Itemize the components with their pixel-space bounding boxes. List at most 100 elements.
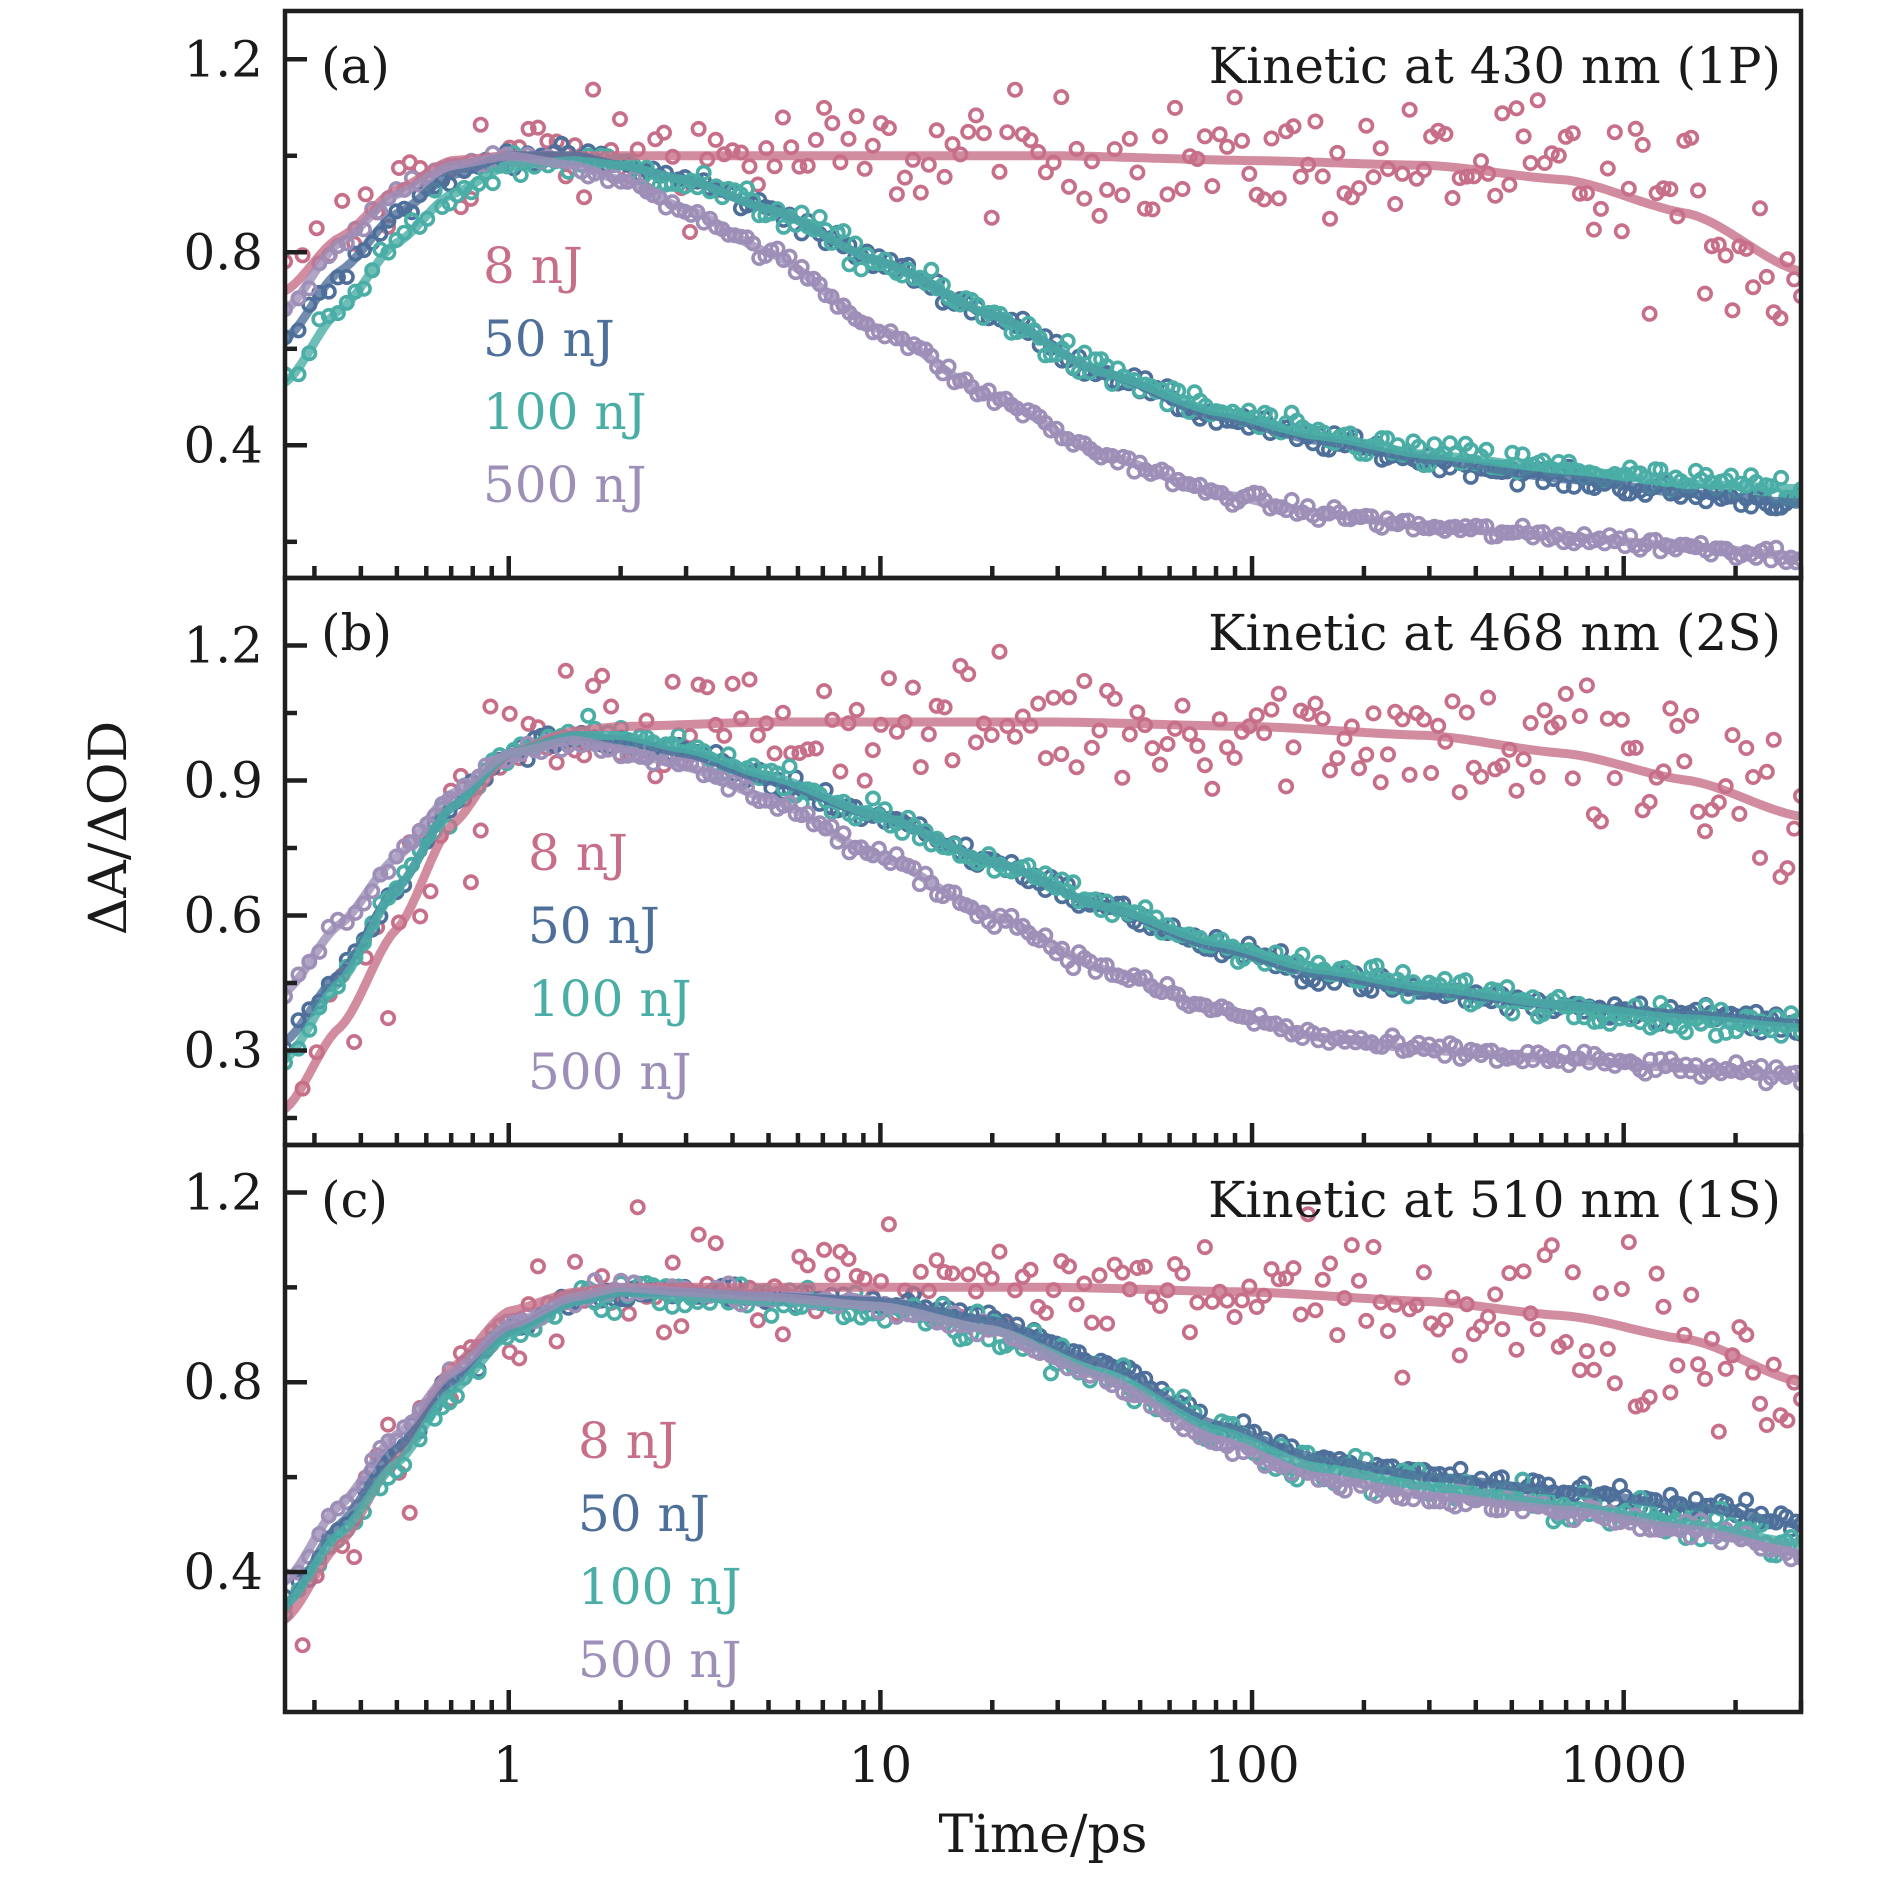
panel-c: 0.4 0.8 1.2 (c) Kinetic at 510 nm (1S) 8 nJ 50…: [183, 1142, 1804, 1715]
legend-entry: 50 nJ: [578, 1485, 710, 1543]
data-point: [1710, 794, 1727, 811]
data-point: [791, 1248, 808, 1265]
data-point: [1437, 126, 1454, 143]
data-point: [472, 822, 489, 839]
data-point: [1494, 757, 1511, 774]
data-point: [1599, 160, 1616, 177]
data-point: [1091, 207, 1108, 224]
data-point: [1690, 182, 1707, 199]
data-point: [1219, 1292, 1236, 1309]
data-point: [1494, 105, 1511, 122]
data-point: [848, 108, 865, 125]
y-tick-label: 1.2: [183, 1163, 263, 1221]
data-point: [1529, 92, 1546, 109]
panel-title: Kinetic at 510 nm (1S): [1208, 1171, 1781, 1229]
data-point: [1121, 726, 1138, 743]
data-point: [1662, 181, 1679, 198]
data-point: [1314, 168, 1331, 185]
data-point: [1226, 89, 1243, 106]
data-point: [1578, 677, 1595, 694]
data-point: [1627, 120, 1644, 137]
data-point: [529, 1258, 546, 1275]
data-point: [1343, 1237, 1360, 1254]
data-point: [346, 1034, 363, 1051]
x-tick-label: 1000: [1560, 1736, 1687, 1794]
data-point: [1793, 1075, 1801, 1092]
data-point: [1738, 1491, 1755, 1508]
data-point: [1710, 236, 1727, 253]
data-point: [1499, 979, 1516, 996]
y-tick-label: 0.4: [183, 1543, 263, 1601]
data-point: [576, 189, 593, 206]
data-point: [585, 81, 602, 98]
data-point: [781, 758, 798, 775]
data-point: [1278, 1270, 1295, 1287]
data-point: [690, 1226, 707, 1243]
data-point: [864, 137, 881, 154]
data-point: [1226, 749, 1243, 766]
data-point: [1773, 469, 1790, 486]
data-point: [960, 666, 977, 683]
data-point: [840, 1251, 857, 1268]
data-point: [1219, 739, 1236, 756]
data-point: [1211, 126, 1228, 143]
data-point: [1174, 1265, 1191, 1282]
data-point: [920, 726, 937, 743]
data-point: [482, 698, 499, 715]
data-point: [848, 1268, 865, 1285]
data-point: [1571, 185, 1588, 202]
data-point: [1174, 181, 1191, 198]
data-point: [1196, 128, 1213, 145]
data-point: [1676, 753, 1693, 770]
data-point: [334, 192, 351, 209]
data-point: [904, 679, 921, 696]
data-point: [1329, 144, 1346, 161]
data-point: [1152, 128, 1169, 145]
data-point: [1037, 1304, 1054, 1321]
legend-entry: 8 nJ: [528, 824, 628, 882]
data-point: [1793, 1539, 1801, 1556]
data-point: [791, 744, 808, 761]
data-point: [1765, 731, 1782, 748]
data-point: [1285, 118, 1302, 135]
y-tick-label: 1.2: [183, 30, 263, 88]
data-point: [548, 754, 565, 771]
data-point: [1599, 710, 1616, 727]
data-point: [1793, 787, 1801, 804]
data-point: [1529, 768, 1546, 785]
data-point: [1437, 1312, 1454, 1329]
data-point: [548, 1333, 565, 1350]
data-point: [1786, 820, 1801, 837]
data-point: [983, 209, 1000, 226]
data-point: [1752, 200, 1769, 217]
data-point: [1152, 756, 1169, 773]
data-point: [1669, 717, 1686, 734]
data-point: [1710, 1423, 1727, 1440]
y-tick-label: 0.6: [183, 887, 263, 945]
data-point: [1592, 1285, 1609, 1302]
data-point: [1300, 705, 1317, 722]
data-point: [944, 136, 961, 153]
data-point: [1083, 1314, 1100, 1331]
data-point: [285, 1054, 293, 1071]
legend-entry: 500 nJ: [578, 1631, 742, 1689]
axes-frame: [282, 1142, 1804, 1715]
data-point: [791, 158, 808, 175]
data-point: [1181, 1324, 1198, 1341]
data-point: [1655, 180, 1672, 197]
data-point: [1061, 1258, 1078, 1275]
data-point: [1606, 1375, 1623, 1392]
data-point: [501, 705, 518, 722]
data-point: [1641, 793, 1658, 810]
data-point: [1415, 1264, 1432, 1281]
data-point: [1144, 740, 1161, 757]
data-point: [380, 1010, 397, 1027]
data-point: [1278, 778, 1295, 795]
data-point: [472, 116, 489, 133]
panel-title: Kinetic at 430 nm (1P): [1209, 37, 1781, 95]
data-point: [647, 768, 664, 785]
data-point: [308, 220, 325, 237]
data-point: [664, 673, 681, 690]
plot-area: [285, 81, 1801, 571]
data-point: [1053, 89, 1070, 106]
